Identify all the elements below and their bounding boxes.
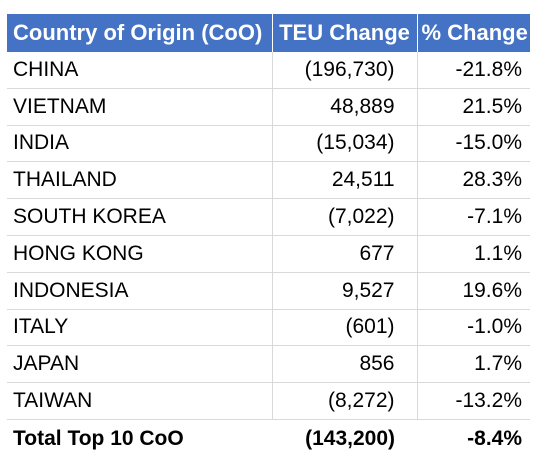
percent-change-cell: -21.8% — [417, 52, 530, 89]
teu-change-cell: (7,022) — [272, 198, 418, 236]
total-row: Total Top 10 CoO (143,200) -8.4% — [7, 418, 530, 458]
country-cell: VIETNAM — [7, 88, 273, 126]
total-percent-change: -8.4% — [417, 418, 530, 458]
table-row: SOUTH KOREA (7,022) -7.1% — [7, 198, 530, 236]
table-row: CHINA (196,730) -21.8% — [7, 52, 530, 89]
country-cell: CHINA — [7, 52, 273, 89]
percent-change-cell: -15.0% — [417, 125, 530, 163]
percent-change-cell: -1.0% — [417, 309, 530, 347]
table-row: TAIWAN (8,272) -13.2% — [7, 382, 530, 420]
country-cell: THAILAND — [7, 161, 273, 200]
teu-change-cell: 24,511 — [272, 161, 418, 200]
country-cell: TAIWAN — [7, 382, 273, 420]
percent-change-cell: 19.6% — [417, 272, 530, 310]
teu-change-cell: (8,272) — [272, 382, 418, 420]
percent-change-cell: 28.3% — [417, 161, 530, 200]
table-header: Country of Origin (CoO) TEU Change % Cha… — [7, 14, 530, 52]
percent-change-cell: -13.2% — [417, 382, 530, 420]
header-row: Country of Origin (CoO) TEU Change % Cha… — [7, 14, 530, 52]
country-cell: SOUTH KOREA — [7, 198, 273, 236]
percent-change-cell: 1.1% — [417, 235, 530, 273]
column-header-country: Country of Origin (CoO) — [7, 14, 273, 52]
table-row: THAILAND 24,511 28.3% — [7, 161, 530, 200]
teu-change-cell: (601) — [272, 309, 418, 347]
teu-change-cell: (15,034) — [272, 125, 418, 163]
country-cell: ITALY — [7, 309, 273, 347]
teu-change-cell: (196,730) — [272, 52, 418, 89]
teu-change-cell: 856 — [272, 345, 418, 384]
table-row: JAPAN 856 1.7% — [7, 345, 530, 384]
column-header-percent-change: % Change — [417, 14, 530, 52]
percent-change-cell: -7.1% — [417, 198, 530, 236]
percent-change-cell: 1.7% — [417, 345, 530, 384]
table-body: CHINA (196,730) -21.8% VIETNAM 48,889 21.5% IN… — [7, 52, 530, 420]
total-teu-change: (143,200) — [272, 418, 417, 458]
table-footer: Total Top 10 CoO (143,200) -8.4% — [7, 418, 530, 458]
teu-change-cell: 9,527 — [272, 272, 418, 310]
teu-change-cell: 48,889 — [272, 88, 418, 126]
table-row: HONG KONG 677 1.1% — [7, 235, 530, 273]
table-row: INDONESIA 9,527 19.6% — [7, 272, 530, 310]
table-row: INDIA (15,034) -15.0% — [7, 125, 530, 163]
teu-change-cell: 677 — [272, 235, 418, 273]
country-teu-table: Country of Origin (CoO) TEU Change % Cha… — [7, 14, 530, 458]
country-cell: INDONESIA — [7, 272, 273, 310]
country-cell: JAPAN — [7, 345, 273, 384]
country-cell: HONG KONG — [7, 235, 273, 273]
total-label: Total Top 10 CoO — [7, 418, 272, 458]
table-row: ITALY (601) -1.0% — [7, 309, 530, 347]
percent-change-cell: 21.5% — [417, 88, 530, 126]
table-row: VIETNAM 48,889 21.5% — [7, 88, 530, 126]
country-cell: INDIA — [7, 125, 273, 163]
column-header-teu-change: TEU Change — [272, 14, 418, 52]
